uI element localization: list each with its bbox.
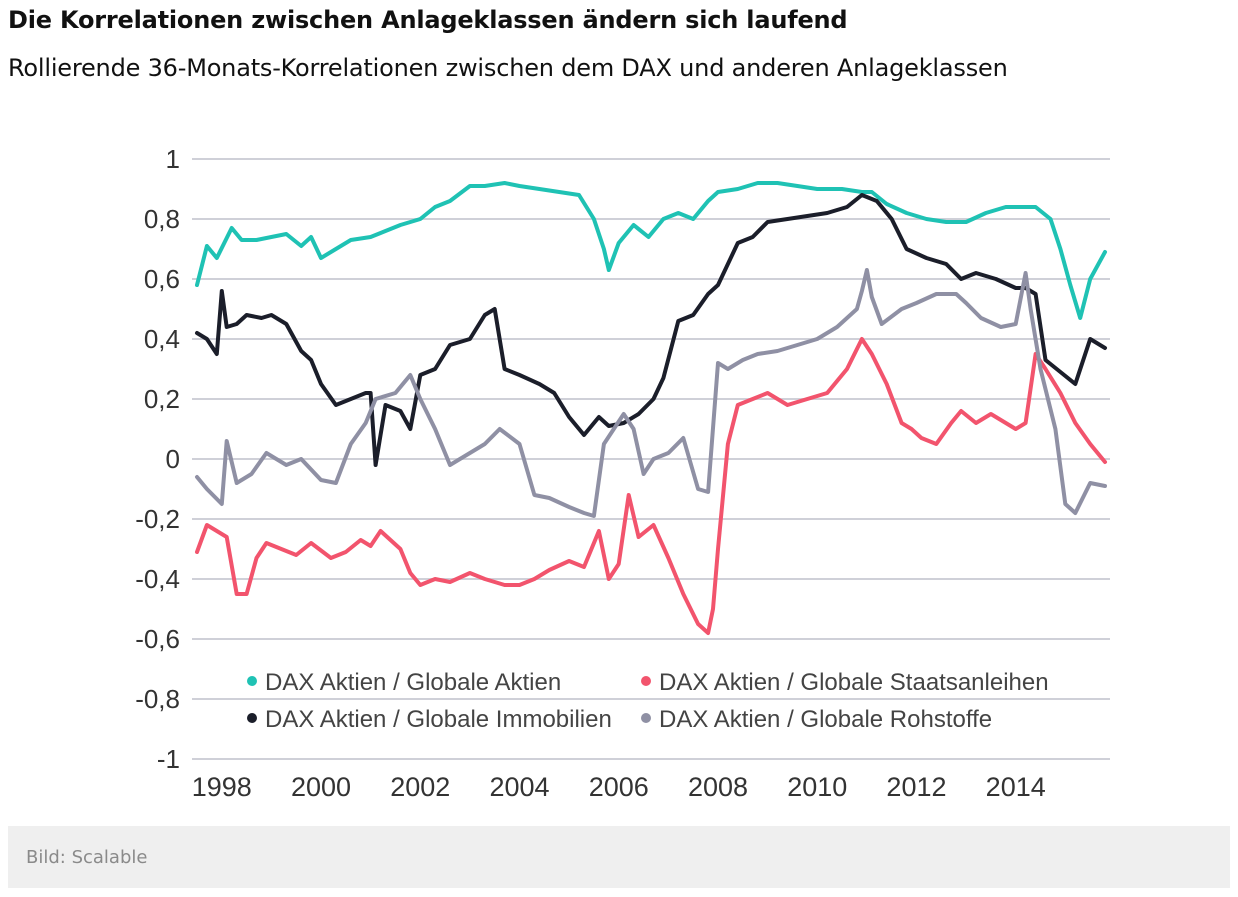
image-credit: Bild: Scalable [26,847,148,868]
correlation-line-chart: 1 0,8 0,6 0,4 0,2 0 -0,2 -0,4 -0,6 -0,8 -1 1998 200… [135,144,1110,802]
chart-title: Die Korrelationen zwischen Anlageklassen… [8,6,848,34]
x-tick-label: 1998 [192,772,252,802]
y-tick-label: -0,6 [135,624,180,654]
y-tick-label: 1 [166,144,180,174]
series-line-2 [195,337,1107,635]
y-tick-label: 0 [166,444,180,474]
y-tick-label: 0,4 [144,324,180,354]
legend-label: DAX Aktien / Globale Rohstoffe [659,706,992,733]
x-tick-label: 2006 [589,772,649,802]
x-tick-label: 2014 [986,772,1046,802]
x-tick-label: 2010 [787,772,847,802]
legend-label: DAX Aktien / Globale Staatsanleihen [659,669,1049,696]
series-line-3 [195,193,1107,467]
x-tick-label: 2012 [886,772,946,802]
series-lines [195,181,1107,635]
legend-label: DAX Aktien / Globale Immobilien [265,706,612,733]
y-tick-label: -0,2 [135,504,180,534]
chart-subtitle: Rollierende 36-Monats-Korrelationen zwis… [8,54,1008,82]
y-axis-ticks: 1 0,8 0,6 0,4 0,2 0 -0,2 -0,4 -0,6 -0,8 -1 [135,144,180,774]
x-tick-label: 2002 [390,772,450,802]
y-tick-label: -0,4 [135,564,180,594]
legend-marker [641,713,651,723]
legend-marker [641,676,651,686]
legend: DAX Aktien / Globale Aktien DAX Aktien / … [247,669,1049,733]
x-axis-ticks: 1998 2000 2002 2004 2006 2008 2010 2012 2014 [192,772,1046,802]
legend-label: DAX Aktien / Globale Aktien [265,669,561,696]
y-tick-label: -1 [157,744,180,774]
y-tick-label: 0,8 [144,204,180,234]
series-line-4 [195,268,1107,518]
x-tick-label: 2000 [291,772,351,802]
legend-marker [247,676,257,686]
y-tick-label: -0,8 [135,684,180,714]
y-tick-label: 0,2 [144,384,180,414]
x-tick-label: 2004 [489,772,549,802]
legend-marker [247,713,257,723]
x-tick-label: 2008 [688,772,748,802]
y-tick-label: 0,6 [144,264,180,294]
series-line-1 [195,181,1107,320]
image-credit-bar: Bild: Scalable [8,826,1230,888]
